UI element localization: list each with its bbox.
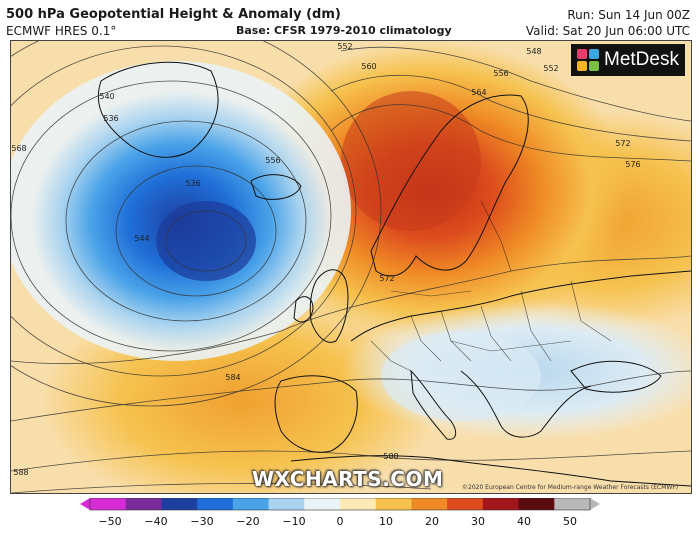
balkans-coast (460, 370, 592, 438)
metdesk-logo-icon (577, 49, 599, 71)
anomaly-map: 552 548 552 556 560 564 572 576 540 536 … (11, 41, 691, 493)
contour (11, 255, 691, 365)
contour-label: 576 (625, 160, 640, 169)
contour-label: 552 (543, 64, 558, 73)
colorbar-tick-label: 20 (425, 515, 439, 528)
colorbar-tick-label: −50 (98, 515, 121, 528)
colorbar-right-arrow (590, 498, 600, 510)
greenland-coast (97, 61, 219, 158)
contour (11, 483, 432, 493)
colorbar-tick-label: 40 (517, 515, 531, 528)
contour-label: 568 (11, 144, 26, 153)
contour-label: 552 (337, 42, 352, 51)
contour (11, 80, 332, 352)
colorbar-left-arrow (80, 498, 90, 510)
contour (65, 120, 307, 322)
contour-label: 540 (99, 92, 114, 101)
warm-anomaly-core (341, 91, 481, 231)
contour-labels: 552 548 552 556 560 564 572 576 540 536 … (11, 42, 640, 477)
colorbar-cell (304, 498, 341, 510)
contour-label: 548 (526, 47, 541, 56)
chart-title: 500 hPa Geopotential Height & Anomaly (d… (6, 7, 341, 22)
border (480, 200, 512, 272)
colorbar-cell (340, 498, 377, 510)
border (570, 280, 612, 342)
black-sea-coast (570, 360, 662, 393)
cool-anomaly-core (156, 201, 256, 281)
contour-label: 564 (471, 88, 486, 97)
base-climatology-label: Base: CFSR 1979-2010 climatology (236, 24, 452, 37)
colorbar-tick-label: 50 (563, 515, 577, 528)
colorbar-tick-label: 0 (337, 515, 344, 528)
colorbar-cell (125, 498, 162, 510)
contour-label: 536 (103, 114, 118, 123)
contour-label: 584 (225, 373, 240, 382)
colorbar-tick-label: 30 (471, 515, 485, 528)
model-label: ECMWF HRES 0.1° (6, 24, 117, 38)
map-panel[interactable]: 552 548 552 556 560 564 572 576 540 536 … (10, 40, 692, 494)
metdesk-logo: MetDesk (571, 44, 685, 76)
contour-label: 556 (493, 69, 508, 78)
anomaly-colorbar: −50 −40 −30 −20 −10 0 10 20 30 40 50 (80, 498, 600, 528)
border (450, 340, 572, 352)
scandinavia-coast (370, 94, 529, 277)
contour (11, 45, 357, 377)
contour-label: 544 (134, 234, 149, 243)
country-borders (370, 200, 612, 372)
contour-label: 556 (265, 156, 280, 165)
colorbar-cell (90, 498, 127, 510)
geopotential-contours (11, 41, 691, 493)
border (480, 305, 512, 362)
border (390, 290, 472, 297)
colorbar-cell (197, 498, 234, 510)
colorbar-tick-label: −10 (282, 515, 305, 528)
north-africa-coast (290, 455, 691, 487)
contour-label: 572 (379, 274, 394, 283)
border (520, 290, 552, 362)
colorbar-cell (518, 498, 555, 510)
border (410, 315, 442, 362)
contour-label: 572 (615, 139, 630, 148)
contour-label: 560 (361, 62, 376, 71)
run-time-label: Run: Sun 14 Jun 00Z (567, 8, 690, 22)
metdesk-logo-text: MetDesk (604, 49, 679, 70)
contour (11, 41, 382, 407)
colorbar-tick-label: −20 (236, 515, 259, 528)
colorbar-cell (268, 498, 305, 510)
contour-label: 536 (185, 179, 200, 188)
colorbar-tick-label: −30 (190, 515, 213, 528)
colorbar-cell (161, 498, 198, 510)
contour-label: 588 (383, 452, 398, 461)
valid-time-label: Valid: Sat 20 Jun 06:00 UTC (525, 24, 690, 38)
cool-anomaly-balkans (381, 331, 541, 421)
iberia-coast (274, 375, 358, 453)
ireland-coast (293, 296, 314, 323)
contour-label: 588 (13, 468, 28, 477)
contour (11, 370, 691, 422)
contour (165, 210, 247, 272)
british-isles-coast (309, 269, 349, 343)
border (370, 340, 412, 372)
iceland-coast (250, 174, 302, 200)
italy-coast (410, 369, 457, 440)
colorbar-tick-label: −40 (144, 515, 167, 528)
colorbar-tick-label: 10 (379, 515, 393, 528)
colorbar-cell (232, 498, 270, 510)
contour (340, 46, 691, 122)
colorbar-cell (482, 498, 520, 510)
colorbar-cell (554, 498, 591, 510)
colorbar-cell (411, 498, 448, 510)
wxcharts-watermark: WXCHARTS.COM (252, 467, 444, 491)
copyright-notice: ©2020 European Centre for Medium-range W… (462, 484, 679, 491)
contour (330, 104, 691, 162)
contour (115, 165, 277, 297)
colorbar-cell (447, 498, 484, 510)
contour (330, 74, 691, 142)
colorbar-cell (375, 498, 412, 510)
europe-coast (350, 270, 691, 342)
coastlines (97, 61, 691, 487)
